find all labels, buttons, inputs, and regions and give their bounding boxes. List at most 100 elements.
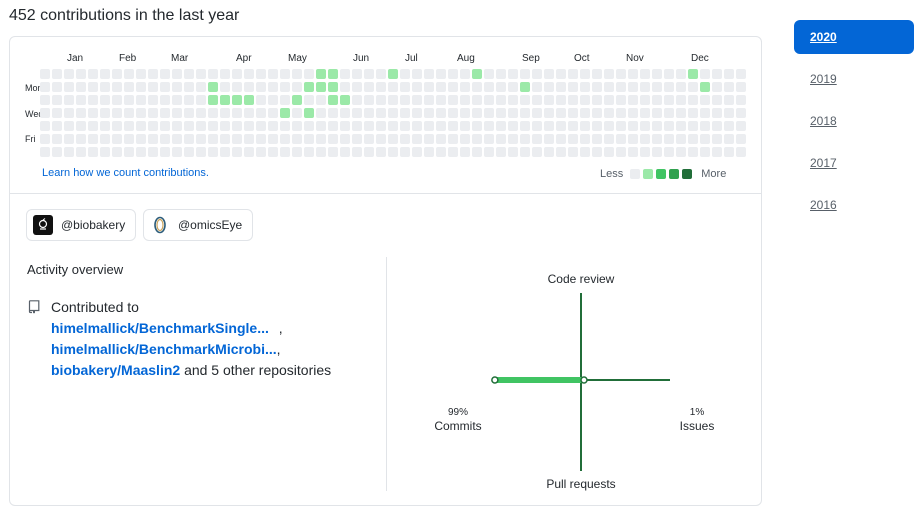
contribution-day[interactable] [400,69,410,79]
contribution-day[interactable] [628,134,638,144]
contribution-day[interactable] [88,95,98,105]
contribution-day[interactable] [340,82,350,92]
contribution-day[interactable] [388,121,398,131]
contribution-day[interactable] [232,95,242,105]
contribution-day[interactable] [412,147,422,157]
contribution-day[interactable] [112,108,122,118]
contribution-day[interactable] [532,147,542,157]
contribution-day[interactable] [568,147,578,157]
contribution-day[interactable] [460,108,470,118]
contribution-day[interactable] [628,95,638,105]
contribution-day[interactable] [400,108,410,118]
contribution-day[interactable] [100,108,110,118]
contribution-day[interactable] [628,82,638,92]
contribution-day[interactable] [136,134,146,144]
contribution-day[interactable] [712,134,722,144]
contribution-day[interactable] [64,95,74,105]
contribution-day[interactable] [460,69,470,79]
contribution-day[interactable] [712,108,722,118]
contribution-day[interactable] [592,121,602,131]
contribution-day[interactable] [208,134,218,144]
contribution-day[interactable] [388,69,398,79]
contribution-day[interactable] [616,82,626,92]
contribution-day[interactable] [340,69,350,79]
contribution-day[interactable] [652,147,662,157]
contribution-day[interactable] [124,95,134,105]
contribution-day[interactable] [544,147,554,157]
contribution-day[interactable] [280,147,290,157]
contribution-day[interactable] [592,95,602,105]
contribution-day[interactable] [592,147,602,157]
contribution-day[interactable] [688,95,698,105]
contribution-day[interactable] [700,147,710,157]
contribution-day[interactable] [604,69,614,79]
contribution-day[interactable] [292,134,302,144]
contribution-day[interactable] [580,82,590,92]
contribution-day[interactable] [376,134,386,144]
contribution-day[interactable] [280,121,290,131]
contribution-day[interactable] [280,108,290,118]
contribution-day[interactable] [292,121,302,131]
contribution-day[interactable] [604,121,614,131]
contribution-day[interactable] [700,95,710,105]
contribution-day[interactable] [688,147,698,157]
contribution-day[interactable] [256,95,266,105]
contribution-day[interactable] [340,95,350,105]
contribution-day[interactable] [436,82,446,92]
contribution-day[interactable] [724,82,734,92]
contribution-day[interactable] [244,69,254,79]
contribution-day[interactable] [268,69,278,79]
contribution-day[interactable] [208,69,218,79]
contribution-day[interactable] [208,147,218,157]
contribution-day[interactable] [652,134,662,144]
contribution-day[interactable] [400,95,410,105]
contribution-day[interactable] [196,147,206,157]
contribution-day[interactable] [292,95,302,105]
contribution-day[interactable] [76,69,86,79]
contribution-day[interactable] [76,95,86,105]
contribution-day[interactable] [280,95,290,105]
contribution-day[interactable] [652,69,662,79]
contribution-day[interactable] [88,121,98,131]
contribution-day[interactable] [568,134,578,144]
contribution-day[interactable] [400,134,410,144]
contribution-day[interactable] [328,82,338,92]
contribution-day[interactable] [316,95,326,105]
contribution-day[interactable] [412,69,422,79]
contribution-day[interactable] [208,95,218,105]
contribution-day[interactable] [448,108,458,118]
contribution-day[interactable] [268,95,278,105]
contribution-day[interactable] [712,147,722,157]
contribution-day[interactable] [484,69,494,79]
contribution-day[interactable] [124,82,134,92]
contribution-day[interactable] [448,69,458,79]
contribution-day[interactable] [712,69,722,79]
contribution-day[interactable] [532,121,542,131]
contribution-day[interactable] [640,134,650,144]
contribution-day[interactable] [76,108,86,118]
contribution-day[interactable] [220,147,230,157]
contribution-day[interactable] [232,134,242,144]
contribution-day[interactable] [400,147,410,157]
contribution-day[interactable] [640,82,650,92]
contribution-day[interactable] [472,95,482,105]
contribution-day[interactable] [352,69,362,79]
contribution-day[interactable] [172,82,182,92]
contribution-day[interactable] [148,95,158,105]
contribution-day[interactable] [328,95,338,105]
contribution-day[interactable] [664,95,674,105]
contribution-day[interactable] [556,108,566,118]
contribution-day[interactable] [40,108,50,118]
contribution-day[interactable] [376,121,386,131]
contribution-day[interactable] [328,134,338,144]
contribution-day[interactable] [508,95,518,105]
contribution-day[interactable] [76,82,86,92]
contribution-day[interactable] [292,108,302,118]
contribution-day[interactable] [400,121,410,131]
year-button[interactable]: 2018 [810,114,837,128]
contribution-day[interactable] [616,69,626,79]
contribution-day[interactable] [448,147,458,157]
contribution-day[interactable] [544,108,554,118]
contribution-day[interactable] [76,121,86,131]
contribution-day[interactable] [196,69,206,79]
